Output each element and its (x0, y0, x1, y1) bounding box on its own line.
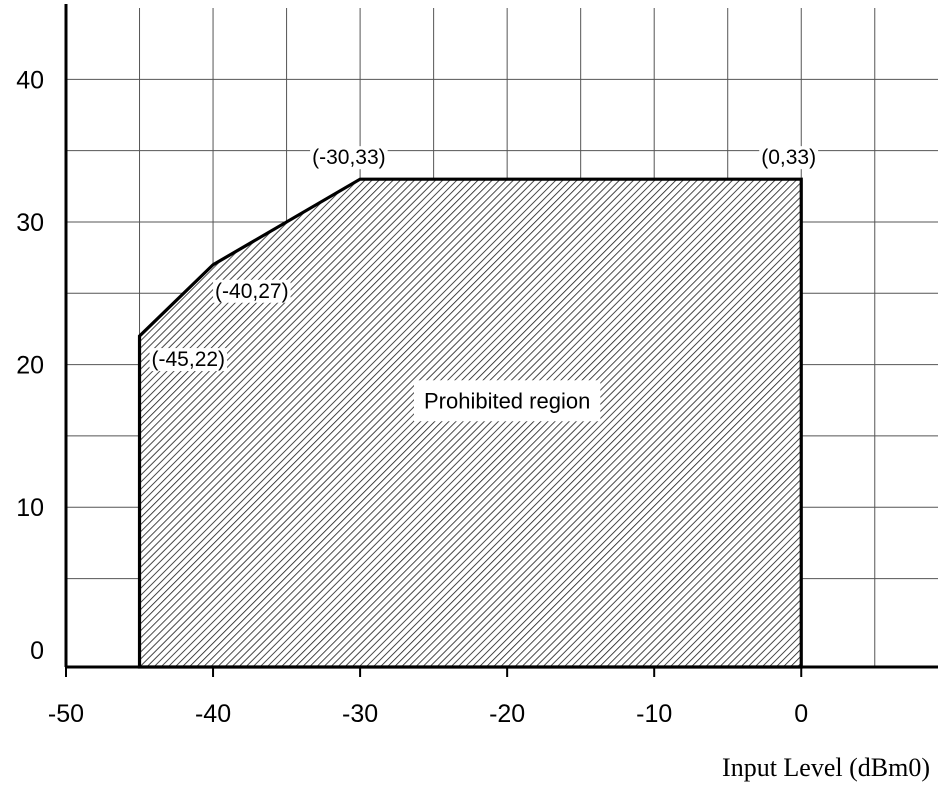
axes (64, 4, 938, 677)
y-tick-label: 10 (16, 494, 44, 522)
y-tick-label: 30 (16, 209, 44, 237)
point-annotation: (-30,33) (312, 146, 386, 169)
point-annotation-background (149, 348, 228, 372)
prohibited-region-group: Prohibited region (137, 177, 803, 669)
x-tick-label: -20 (489, 700, 525, 728)
point-annotation: (-40,27) (215, 280, 289, 303)
x-tick-label: 0 (794, 700, 808, 728)
point-annotation-background (213, 279, 291, 303)
x-tick-label: -40 (195, 700, 231, 728)
tick-labels: -50 -40 -30 -20 -10 0 0 10 20 30 40 (16, 66, 808, 728)
prohibited-region (137, 177, 803, 669)
region-label-background (413, 380, 601, 422)
y-tick-label: 40 (16, 66, 44, 94)
y-tick-label: 20 (16, 352, 44, 380)
x-tick-label: -30 (342, 700, 378, 728)
point-annotation-background (310, 146, 388, 170)
point-annotation: (-45,22) (152, 348, 226, 371)
x-tick-label: -50 (48, 700, 84, 728)
x-tick-label: -10 (636, 700, 672, 728)
x-axis-title: Input Level (dBm0) (722, 753, 930, 782)
region-label: Prohibited region (424, 388, 590, 413)
point-annotation-background (759, 146, 819, 170)
point-annotation: (0,33) (761, 146, 816, 169)
y-tick-label: 0 (30, 637, 44, 665)
annotations: (-45,22) (-40,27) (-30,33) (0,33) (149, 146, 819, 372)
